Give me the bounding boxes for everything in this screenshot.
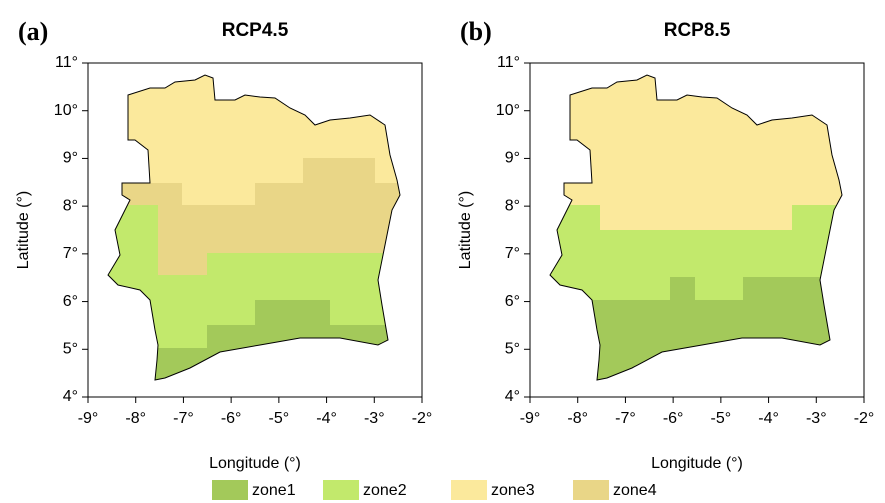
y-tick-label: 9° [63,150,78,167]
legend-swatch [212,480,248,500]
y-tick-label: 5° [505,341,520,358]
x-tick-label: -3° [806,410,827,427]
legend-label: zone2 [363,482,407,499]
legend-label: zone3 [491,482,535,499]
x-tick-label: -2° [854,410,875,427]
y-tick-label: 7° [63,245,78,262]
legend-swatch [323,480,359,500]
x-tick-label: -8° [125,410,146,427]
x-tick-label: -7° [173,410,194,427]
y-tick-label: 8° [505,197,520,214]
x-tick-label: -8° [567,410,588,427]
y-axis-label: Latitude (°) [457,191,474,269]
x-tick-label: -2° [412,410,433,427]
x-tick-label: -6° [663,410,684,427]
panel-label: (b) [460,17,492,46]
panel-title: RCP8.5 [664,20,731,41]
legend-swatch [451,480,487,500]
y-axis-label: Latitude (°) [15,191,32,269]
x-tick-label: -4° [316,410,337,427]
y-tick-label: 4° [63,388,78,405]
x-tick-label: -6° [221,410,242,427]
x-tick-label: -5° [711,410,732,427]
x-axis-label: Longitude (°) [209,455,301,472]
x-tick-label: -9° [78,410,99,427]
y-tick-label: 10° [54,102,78,119]
x-axis-label: Longitude (°) [651,455,743,472]
x-tick-label: -4° [758,410,779,427]
panel-title: RCP4.5 [222,20,289,41]
y-tick-label: 10° [496,102,520,119]
y-tick-label: 9° [505,150,520,167]
y-tick-label: 7° [505,245,520,262]
y-tick-label: 8° [63,197,78,214]
y-tick-label: 11° [55,54,78,71]
x-tick-label: -3° [364,410,385,427]
country-outline [549,74,843,381]
x-tick-label: -5° [269,410,290,427]
y-tick-label: 6° [505,293,520,310]
map-zones [550,75,842,380]
legend-label: zone4 [613,482,657,499]
y-tick-label: 6° [63,293,78,310]
y-tick-label: 5° [63,341,78,358]
y-tick-label: 4° [505,388,520,405]
country-outline [107,74,401,381]
legend-label: zone1 [252,482,296,499]
x-tick-label: -9° [520,410,541,427]
x-tick-label: -7° [615,410,636,427]
legend-swatch [573,480,609,500]
map-zones [108,75,400,380]
y-tick-label: 11° [497,54,520,71]
plot-frame [87,62,423,398]
panel-label: (a) [18,17,48,46]
plot-frame [529,62,865,398]
